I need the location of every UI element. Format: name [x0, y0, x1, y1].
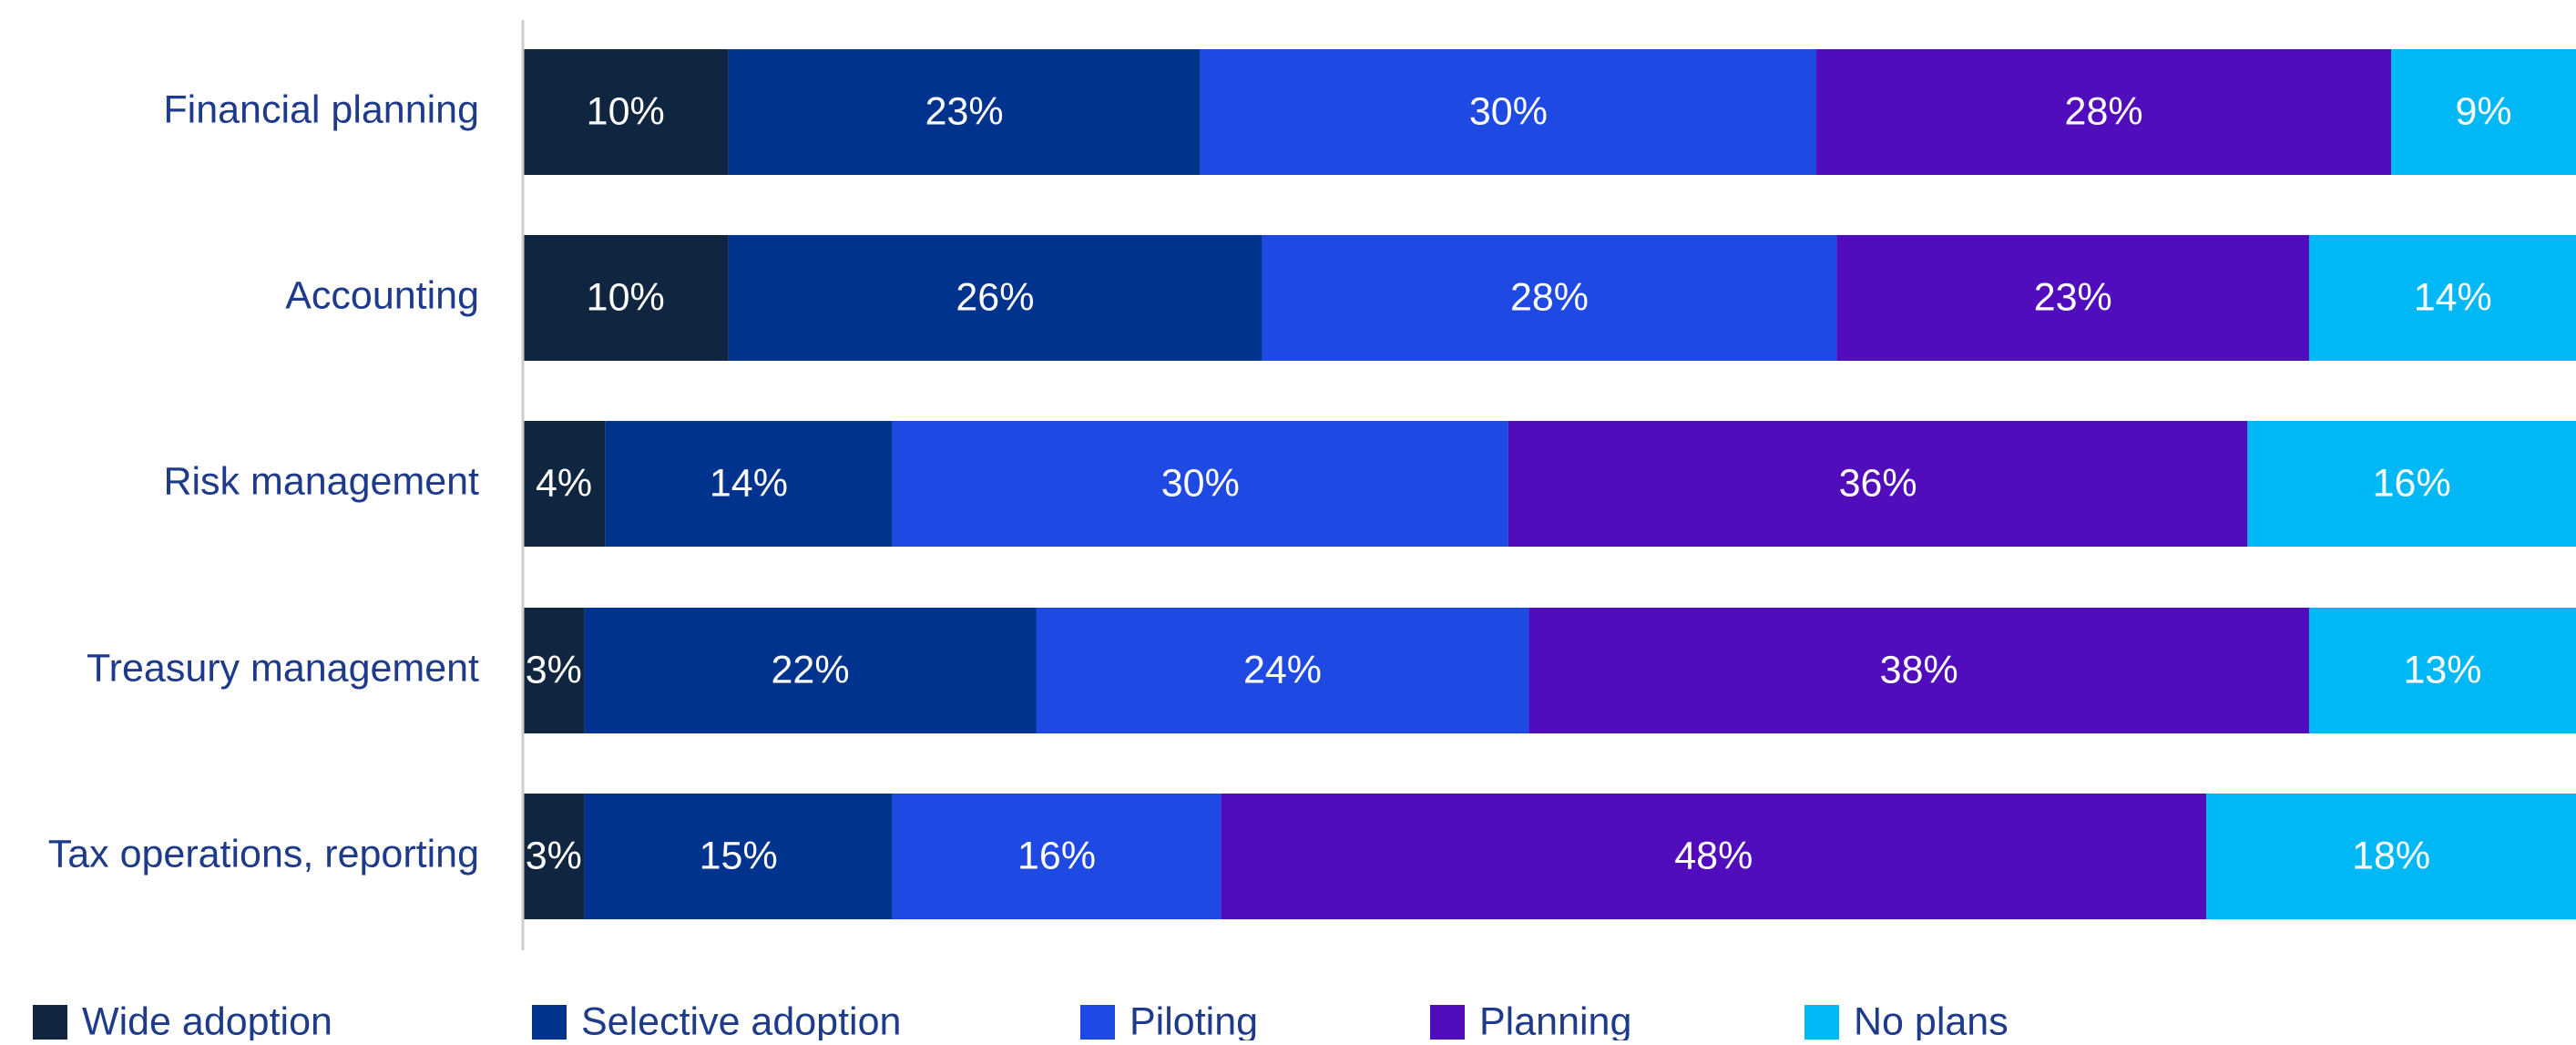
- data-label-piloting-financial-planning: 30%: [1469, 89, 1548, 133]
- data-label-no-plans-financial-planning: 9%: [2455, 89, 2511, 133]
- category-label-risk-management: Risk management: [163, 459, 479, 503]
- bar-planning-tax-operations-reporting: [1221, 794, 2207, 919]
- data-label-no-plans-accounting: 14%: [2414, 275, 2492, 319]
- legend-swatch-no-plans: [1804, 1005, 1839, 1040]
- data-label-piloting-risk-management: 30%: [1161, 461, 1240, 505]
- bar-no-plans-financial-planning: [2391, 49, 2576, 175]
- data-label-wide-adoption-treasury-management: 3%: [526, 648, 582, 692]
- bar-piloting-treasury-management: [1036, 608, 1529, 733]
- data-label-planning-treasury-management: 38%: [1880, 648, 1958, 692]
- legend-item-no-plans: No plans: [1804, 999, 2009, 1043]
- bar-planning-risk-management: [1508, 421, 2248, 547]
- bar-selective-adoption-tax-operations-reporting: [584, 794, 893, 919]
- bar-wide-adoption-financial-planning: [523, 49, 729, 175]
- data-labels: 10% 23% 30% 28% 9% 10% 26% 28% 23% 14% 4% 14% 30% 36%…: [526, 89, 2512, 877]
- category-label-accounting: Accounting: [285, 273, 479, 317]
- category-labels: Financial planning Accounting Risk managem…: [48, 87, 479, 876]
- legend-swatch-wide-adoption: [33, 1005, 67, 1040]
- bar-selective-adoption-accounting: [728, 235, 1262, 361]
- bar-planning-accounting: [1836, 235, 2309, 361]
- bar-piloting-financial-planning: [1200, 49, 1817, 175]
- bar-piloting-tax-operations-reporting: [892, 794, 1222, 919]
- bar-no-plans-accounting: [2308, 235, 2576, 361]
- legend-swatch-piloting: [1080, 1005, 1115, 1040]
- data-label-selective-adoption-tax-operations-reporting: 15%: [700, 834, 778, 877]
- data-label-selective-adoption-accounting: 26%: [956, 275, 1034, 319]
- bar-wide-adoption-accounting: [523, 235, 729, 361]
- bar-wide-adoption-treasury-management: [523, 608, 585, 733]
- data-label-no-plans-treasury-management: 13%: [2403, 648, 2481, 692]
- data-label-piloting-accounting: 28%: [1510, 275, 1589, 319]
- data-label-wide-adoption-financial-planning: 10%: [587, 89, 665, 133]
- data-label-selective-adoption-financial-planning: 23%: [925, 89, 1004, 133]
- category-label-financial-planning: Financial planning: [163, 87, 479, 131]
- legend-label-piloting: Piloting: [1130, 999, 1258, 1040]
- legend-label-wide-adoption: Wide adoption: [82, 999, 332, 1040]
- bar-planning-treasury-management: [1528, 608, 2309, 733]
- legend: Wide adoption Selective adoption Piloting P…: [33, 999, 2009, 1043]
- legend-label-planning: Planning: [1479, 999, 1631, 1040]
- category-label-tax-operations-reporting: Tax operations, reporting: [48, 832, 479, 876]
- data-label-wide-adoption-risk-management: 4%: [536, 461, 592, 505]
- category-label-treasury-management: Treasury management: [87, 646, 479, 690]
- bar-selective-adoption-financial-planning: [728, 49, 1201, 175]
- bar-wide-adoption-risk-management: [523, 421, 606, 547]
- data-label-planning-risk-management: 36%: [1839, 461, 1917, 505]
- legend-label-selective-adoption: Selective adoption: [581, 999, 901, 1040]
- bar-piloting-accounting: [1262, 235, 1837, 361]
- legend-item-planning: Planning: [1430, 999, 1631, 1043]
- legend-swatch-planning: [1430, 1005, 1465, 1040]
- legend-swatch-selective-adoption: [532, 1005, 567, 1040]
- legend-item-wide-adoption: Wide adoption: [33, 999, 332, 1043]
- data-label-planning-financial-planning: 28%: [2065, 89, 2143, 133]
- bar-segments: [523, 49, 2576, 919]
- bar-wide-adoption-tax-operations-reporting: [523, 794, 585, 919]
- bar-planning-financial-planning: [1816, 49, 2392, 175]
- legend-item-selective-adoption: Selective adoption: [532, 999, 901, 1043]
- data-label-piloting-tax-operations-reporting: 16%: [1017, 834, 1096, 877]
- bar-no-plans-treasury-management: [2308, 608, 2576, 733]
- bar-piloting-risk-management: [892, 421, 1508, 547]
- data-label-wide-adoption-tax-operations-reporting: 3%: [526, 834, 582, 877]
- bar-selective-adoption-risk-management: [605, 421, 893, 547]
- data-label-planning-accounting: 23%: [2034, 275, 2112, 319]
- data-label-selective-adoption-risk-management: 14%: [710, 461, 788, 505]
- data-label-piloting-treasury-management: 24%: [1243, 648, 1322, 692]
- legend-item-piloting: Piloting: [1080, 999, 1258, 1043]
- data-label-no-plans-tax-operations-reporting: 18%: [2352, 834, 2430, 877]
- bar-no-plans-risk-management: [2247, 421, 2576, 547]
- data-label-wide-adoption-accounting: 10%: [587, 275, 665, 319]
- legend-label-no-plans: No plans: [1854, 999, 2009, 1040]
- data-label-selective-adoption-treasury-management: 22%: [772, 648, 850, 692]
- bar-selective-adoption-treasury-management: [584, 608, 1037, 733]
- data-label-planning-tax-operations-reporting: 48%: [1674, 834, 1753, 877]
- bar-no-plans-tax-operations-reporting: [2206, 794, 2576, 919]
- data-label-no-plans-risk-management: 16%: [2373, 461, 2451, 505]
